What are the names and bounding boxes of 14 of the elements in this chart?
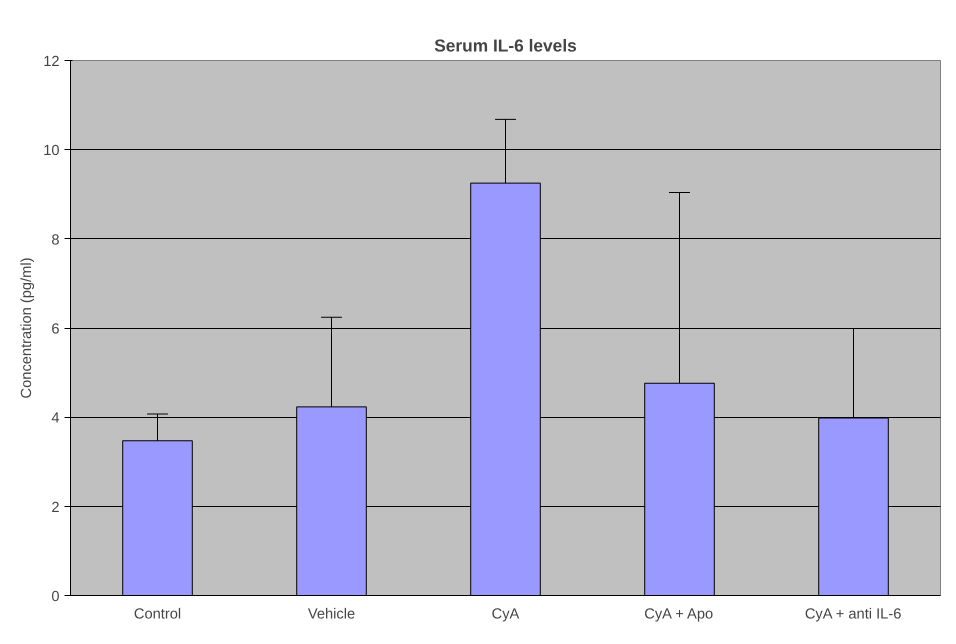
y-axis-title: Concentration (pg/ml): [19, 258, 36, 398]
chart-title: Serum IL-6 levels: [434, 36, 577, 56]
y-tick-label: 6: [51, 322, 60, 338]
x-tick-label: Vehicle: [308, 606, 356, 622]
y-tick-label: 4: [51, 410, 60, 427]
x-tick-label: CyA: [492, 606, 520, 622]
x-tick-label: Control: [134, 606, 182, 622]
x-tick-label: CyA + anti IL-6: [804, 606, 902, 622]
y-tick-label: 10: [43, 143, 60, 160]
y-tick-label: 8: [51, 232, 60, 248]
y-tick-label: 12: [43, 54, 60, 70]
y-tick-label: 0: [51, 589, 60, 605]
x-tick-label: CyA + Apo: [644, 606, 714, 622]
y-tick-label: 2: [51, 500, 60, 516]
